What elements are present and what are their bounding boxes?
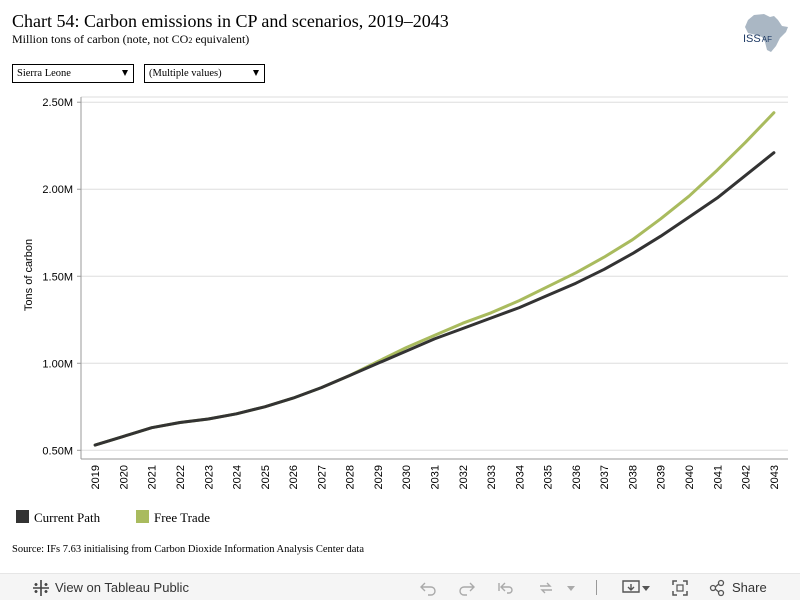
x-tick-label: 2034: [514, 465, 526, 489]
x-tick-label: 2020: [118, 465, 130, 489]
x-tick-label: 2031: [430, 465, 442, 489]
legend-item-free-trade[interactable]: Free Trade: [136, 510, 210, 526]
issafrica-logo: ISSAF: [743, 14, 788, 52]
view-on-tableau-label: View on Tableau Public: [55, 580, 189, 595]
x-tick-label: 2028: [345, 465, 357, 489]
chart-subtitle: Million tons of carbon (note, not CO2 eq…: [12, 32, 249, 48]
x-tick-label: 2040: [684, 465, 696, 489]
x-tick-label: 2023: [203, 465, 215, 489]
download-icon[interactable]: [621, 579, 641, 597]
tableau-logo-icon: [33, 580, 49, 596]
undo-icon[interactable]: [419, 580, 437, 596]
x-tick-labels: 2019 2020 2021 2022 2023 2024 2025 2026 2027 2028…: [90, 465, 781, 489]
x-tick-label: 2038: [627, 465, 639, 489]
series-lines: [93, 111, 776, 447]
y-tick-label: 0.50M: [42, 445, 73, 457]
africa-map-shape: [745, 14, 788, 52]
scenario-filter-dropdown[interactable]: (Multiple values): [144, 64, 265, 83]
chart-title: Chart 54: Carbon emissions in CP and sce…: [12, 11, 449, 31]
x-tick-label: 2024: [232, 465, 244, 489]
share-icon: [709, 579, 725, 597]
revert-icon[interactable]: [497, 580, 515, 596]
x-tick-label: 2021: [147, 465, 159, 489]
y-tick-labels: 0.50M 1.00M 1.50M 2.00M 2.50M: [42, 97, 73, 457]
subtitle-subscript: 2: [188, 36, 193, 45]
legend-swatch-free-trade: [136, 510, 149, 523]
x-tick-label: 2041: [712, 465, 724, 489]
fullscreen-icon[interactable]: [671, 579, 689, 597]
x-tick-label: 2027: [316, 465, 328, 489]
refresh-icon[interactable]: [536, 580, 556, 596]
download-chevron-icon[interactable]: [641, 585, 651, 593]
x-tick-label: 2030: [401, 465, 413, 489]
x-tick-label: 2036: [571, 465, 583, 489]
subtitle-text-post: equivalent): [192, 32, 250, 46]
x-tick-label: 2043: [769, 465, 781, 489]
x-tick-label: 2019: [90, 465, 102, 489]
tableau-toolbar: View on Tableau Public Share: [0, 573, 800, 600]
legend-label-free-trade: Free Trade: [154, 510, 210, 525]
grid-lines: [81, 96, 788, 451]
country-filter-dropdown[interactable]: Sierra Leone: [12, 64, 134, 83]
x-tick-label: 2039: [656, 465, 668, 489]
y-tick-label: 2.50M: [42, 97, 73, 109]
y-axis-label: Tons of carbon: [23, 239, 35, 311]
y-tick-label: 1.50M: [42, 271, 73, 283]
refresh-options-chevron-icon[interactable]: [566, 585, 576, 593]
x-tick-label: 2029: [373, 465, 385, 489]
logo-text: ISSAF: [743, 33, 772, 45]
x-tick-label: 2026: [288, 465, 300, 489]
y-tick-label: 2.00M: [42, 184, 73, 196]
axes: [77, 97, 788, 460]
x-tick-label: 2033: [486, 465, 498, 489]
redo-icon[interactable]: [458, 580, 476, 596]
chevron-down-icon: [122, 70, 128, 76]
subtitle-text-pre: Million tons of carbon (note, not CO: [12, 32, 189, 46]
x-tick-label: 2035: [543, 465, 555, 489]
x-tick-label: 2025: [260, 465, 272, 489]
chevron-down-icon: [253, 70, 259, 76]
legend-swatch-current-path: [16, 510, 29, 523]
x-tick-label: 2022: [175, 465, 187, 489]
series-line-current-path[interactable]: [93, 151, 776, 447]
logo-text-suffix: AF: [762, 35, 772, 44]
share-label: Share: [732, 580, 767, 595]
x-tick-label: 2037: [599, 465, 611, 489]
x-tick-label: 2032: [458, 465, 470, 489]
y-tick-label: 1.00M: [42, 358, 73, 370]
toolbar-divider: [596, 580, 597, 595]
country-filter-value: Sierra Leone: [17, 68, 71, 79]
x-tick-label: 2042: [741, 465, 753, 489]
legend-item-current-path[interactable]: Current Path: [16, 510, 100, 526]
series-line-free-trade[interactable]: [93, 111, 776, 447]
legend-label-current-path: Current Path: [34, 510, 101, 525]
source-note: Source: IFs 7.63 initialising from Carbo…: [12, 544, 364, 555]
scenario-filter-value: (Multiple values): [149, 68, 222, 79]
